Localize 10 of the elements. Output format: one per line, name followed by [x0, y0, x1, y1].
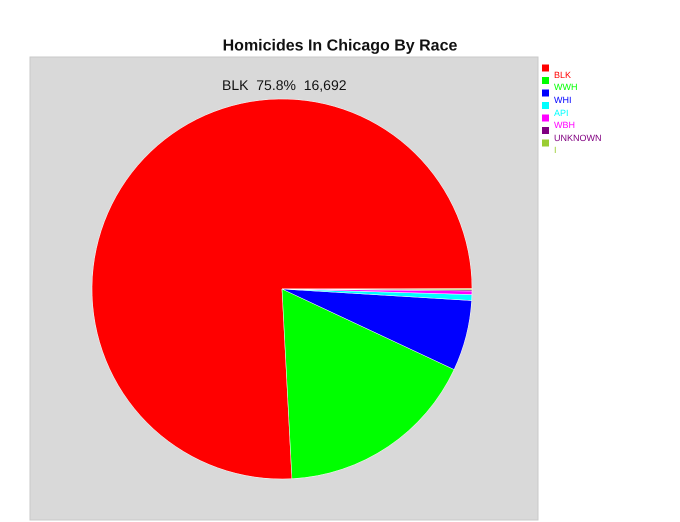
- legend-label: API: [554, 108, 569, 118]
- legend-label: WWH: [554, 82, 578, 92]
- legend-label: I: [554, 145, 557, 155]
- legend-label: WBH: [554, 120, 575, 130]
- chart-title: Homicides In Chicago By Race: [222, 38, 458, 55]
- text: BLK 75.8% 16,692: [222, 77, 347, 93]
- legend-label: WHI: [554, 95, 572, 105]
- pie-slice: [92, 98, 472, 479]
- legend-label: UNKNOWN: [554, 133, 602, 143]
- legend-label: BLK: [554, 70, 572, 80]
